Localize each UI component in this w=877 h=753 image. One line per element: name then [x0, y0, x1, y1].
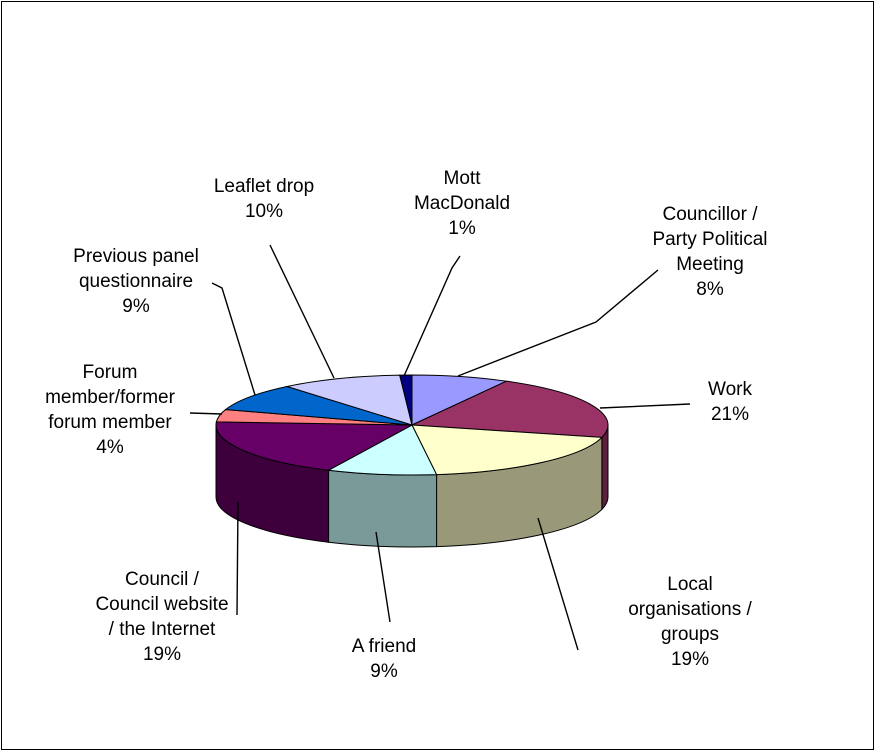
slice-label-line: 9% — [122, 296, 150, 317]
pie-slice-4 — [215, 421, 414, 471]
slice-label-line: Councillor / — [662, 204, 758, 225]
slice-label-line: MacDonald — [414, 193, 510, 214]
slice-label-line: Previous panel — [73, 246, 199, 267]
leader-line-4 — [236, 501, 239, 616]
slice-label-7: Leaflet drop 10% — [214, 176, 314, 222]
leader-lines — [189, 244, 691, 651]
slice-label-line: 8% — [696, 279, 724, 300]
pie-slice-1 — [411, 380, 609, 438]
slice-label-line: 19% — [143, 644, 181, 665]
slice-label-line: 4% — [96, 437, 124, 458]
pie-tops — [215, 374, 609, 476]
slice-label-line: Work — [708, 379, 752, 400]
slice-label-5: Forum member/former forum member 4% — [45, 362, 176, 458]
slice-label-line: A friend — [352, 636, 416, 657]
slice-label-line: Local — [667, 574, 712, 595]
leader-line-6 — [211, 282, 256, 396]
leader-line-8 — [403, 255, 461, 377]
slice-label-line: groups — [661, 624, 719, 645]
slice-label-line: Leaflet drop — [214, 176, 314, 197]
leader-line-5 — [189, 412, 223, 415]
slice-label-line: 21% — [711, 404, 749, 425]
slice-label-3: A friend 9% — [352, 636, 416, 682]
slice-label-line: member/former — [45, 387, 176, 408]
leader-line-0 — [457, 269, 659, 377]
slice-label-line: forum member — [48, 412, 172, 433]
slice-label-1: Work 21% — [708, 379, 752, 425]
leader-line-7 — [269, 244, 335, 379]
pie-slice-3 — [326, 424, 438, 476]
slice-label-line: 9% — [370, 661, 398, 682]
slice-labels: Councillor / Party Political Meeting 8% Work… — [45, 168, 767, 682]
slice-label-4: Council / Council website / the Internet 19… — [95, 569, 228, 665]
slice-label-line: / the Internet — [109, 619, 216, 640]
slice-label-line: 19% — [671, 649, 709, 670]
slice-label-line: 10% — [245, 201, 283, 222]
slice-label-6: Previous panel questionnaire 9% — [73, 246, 199, 317]
leader-line-1 — [599, 403, 691, 409]
pie-side-1 — [601, 424, 609, 511]
leader-line-3 — [375, 531, 391, 623]
slice-label-line: organisations / — [628, 599, 752, 620]
slice-label-line: 1% — [448, 218, 476, 239]
slice-label-8: Mott MacDonald 1% — [414, 168, 510, 239]
pie-side-3 — [328, 469, 438, 548]
slice-label-0: Councillor / Party Political Meeting 8% — [652, 204, 767, 300]
slice-label-line: Forum — [83, 362, 138, 383]
slice-label-line: questionnaire — [79, 271, 193, 292]
slice-label-line: Council / — [125, 569, 200, 590]
slice-label-line: Council website — [95, 594, 228, 615]
slice-label-2: Local organisations / groups 19% — [628, 574, 752, 670]
slice-label-line: Mott — [444, 168, 482, 189]
pie-slice-7 — [285, 374, 413, 426]
pie-slice-2 — [411, 424, 603, 476]
leader-line-2 — [537, 517, 579, 651]
slice-label-line: Party Political — [652, 229, 767, 250]
slice-label-line: Meeting — [676, 254, 744, 275]
pie-slice-8 — [399, 374, 413, 426]
pie-slice-0 — [411, 374, 509, 426]
pie-slice-6 — [224, 385, 413, 426]
